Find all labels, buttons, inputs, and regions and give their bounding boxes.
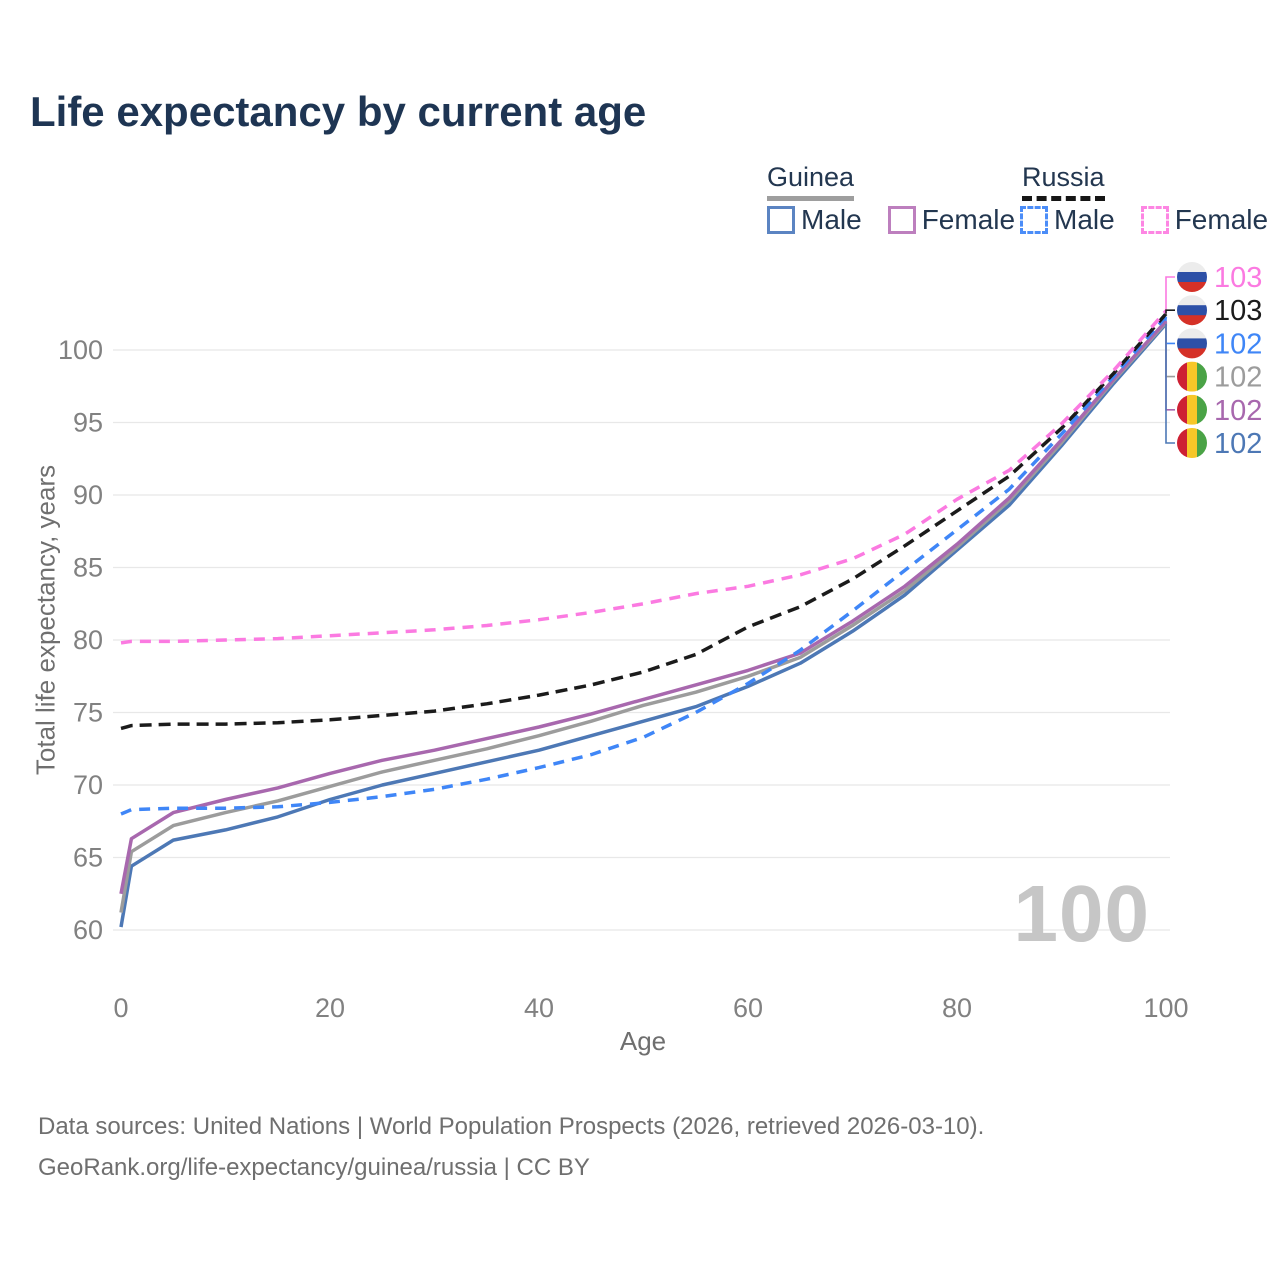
legend-item-guinea-male[interactable]: Male — [767, 204, 862, 236]
legend-swatch-guinea-female-icon — [887, 206, 916, 234]
y-tick-75: 75 — [73, 698, 103, 728]
legend-label-guinea-male: Male — [801, 204, 862, 235]
x-tick-0: 0 — [113, 993, 128, 1023]
y-axis-title: Total life expectancy, years — [30, 464, 61, 776]
legend-item-russia-female[interactable]: Female — [1140, 204, 1269, 236]
series-line-guinea-male[interactable] — [119, 322, 1168, 928]
y-tick-80: 80 — [73, 625, 103, 655]
x-tick-40: 40 — [524, 993, 554, 1023]
legend-item-guinea-female[interactable]: Female — [887, 204, 1016, 236]
watermark-100: 100 — [1013, 869, 1150, 958]
footer: Data sources: United Nations | World Pop… — [38, 1106, 984, 1188]
y-tick-90: 90 — [73, 480, 103, 510]
footer-sources: Data sources: United Nations | World Pop… — [38, 1113, 985, 1140]
y-tick-70: 70 — [73, 770, 103, 800]
x-tick-20: 20 — [315, 993, 345, 1023]
footer-attribution: GeoRank.org/life-expectancy/guinea/russi… — [38, 1154, 590, 1181]
legend-country-guinea[interactable]: Guinea — [767, 162, 855, 202]
legend-label-russia-female: Female — [1174, 204, 1269, 235]
x-tick-80: 80 — [942, 993, 972, 1023]
y-tick-100: 100 — [58, 335, 103, 365]
legend-label-guinea-female: Female — [921, 204, 1016, 235]
legend-country-russia[interactable]: Russia — [1022, 162, 1105, 202]
series-line-russia-total[interactable] — [120, 312, 1168, 731]
legend-group-guinea: Guinea — [767, 162, 855, 202]
y-tick-85: 85 — [73, 553, 103, 583]
series-line-russia-female[interactable] — [120, 309, 1168, 645]
y-tick-65: 65 — [73, 843, 103, 873]
legend-swatch-russia-female-icon — [1140, 206, 1169, 234]
flag-guinea-icon — [1177, 394, 1207, 425]
series-line-russia-male[interactable] — [120, 315, 1168, 816]
legend-row-russia: Male Female — [1020, 204, 1280, 236]
legend-swatch-russia-male-icon — [1020, 206, 1048, 234]
flag-guinea-icon — [1177, 428, 1207, 458]
end-label-leader-russia-female — [1165, 276, 1175, 311]
legend-row-guinea: Male Female — [767, 204, 1041, 236]
flag-guinea-icon — [1177, 361, 1207, 392]
series-line-guinea-female[interactable] — [119, 319, 1168, 895]
x-tick-100: 100 — [1143, 993, 1188, 1023]
flag-russia-icon — [1177, 262, 1207, 292]
y-tick-95: 95 — [73, 408, 103, 438]
x-axis-title: Age — [619, 1026, 667, 1056]
end-label-value-russia-male: 102 — [1214, 328, 1262, 360]
end-label-value-guinea-male: 102 — [1214, 428, 1262, 460]
end-label-leader-guinea-female — [1165, 321, 1175, 411]
legend-item-russia-male[interactable]: Male — [1020, 204, 1115, 236]
series-line-guinea-total[interactable] — [119, 321, 1168, 913]
flag-russia-icon — [1177, 295, 1207, 326]
legend-group-russia: Russia — [1022, 162, 1105, 202]
legend-label-russia-male: Male — [1054, 204, 1115, 235]
end-label-leader-guinea-male — [1165, 323, 1175, 444]
x-tick-60: 60 — [733, 993, 763, 1023]
y-tick-60: 60 — [73, 915, 103, 945]
end-label-value-guinea-female: 102 — [1214, 395, 1262, 427]
end-label-value-guinea-total: 102 — [1214, 362, 1262, 394]
page-title: Life expectancy by current age — [30, 88, 647, 135]
end-label-leader-russia-total — [1165, 309, 1175, 314]
flag-russia-icon — [1177, 328, 1207, 359]
end-label-value-russia-total: 103 — [1214, 295, 1262, 327]
end-label-value-russia-female: 103 — [1214, 262, 1262, 294]
legend-swatch-guinea-male-icon — [767, 206, 795, 234]
end-label-leader-russia-male — [1165, 316, 1175, 345]
